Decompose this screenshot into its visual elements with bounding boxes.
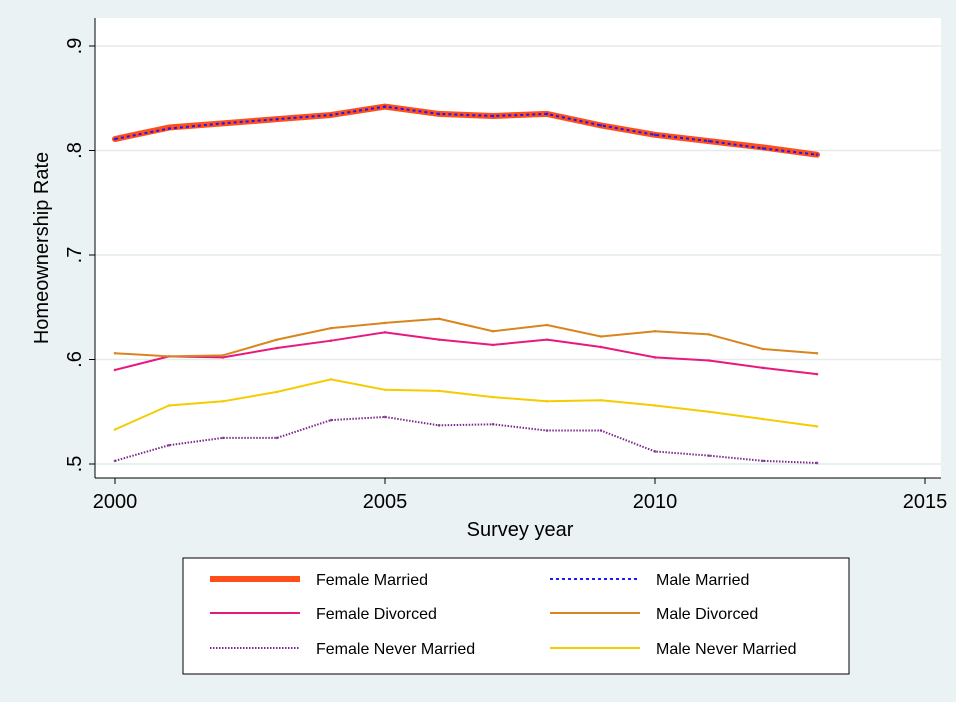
data-point [707,454,711,457]
data-point [383,105,387,108]
tick-labels: .5 .6 .7 .8 .9 2000 2005 2010 2015 [64,38,947,513]
legend-label: Female Married [316,572,428,589]
data-point [221,354,225,357]
data-point [275,117,279,121]
data-point [653,329,657,333]
data-point [599,398,603,402]
y-tick-label: .5 [64,456,86,473]
data-point [383,415,387,419]
data-point [113,351,117,355]
data-point [329,339,333,342]
axes [89,18,941,484]
data-point [491,395,495,399]
data-point [653,133,657,137]
y-tick-label: .9 [64,38,86,55]
series-line-5 [114,378,818,431]
data-point [491,329,495,333]
series-line-1 [114,105,818,156]
legend-label: Male Never Married [656,641,796,658]
plot-area [95,18,941,478]
data-point [815,351,819,355]
data-point [491,422,495,426]
data-point [167,443,171,447]
data-point [275,346,279,350]
data-point [815,153,819,156]
data-point [275,436,279,440]
data-point [221,122,225,125]
legend-label: Male Divorced [656,606,758,623]
data-point [437,389,441,393]
series-line-3 [114,317,818,358]
data-point [599,429,603,432]
data-point [707,333,711,336]
gridlines [95,45,941,465]
data-point [599,335,603,338]
x-tick-label: 2000 [93,491,138,513]
data-point [545,112,549,116]
data-point [437,424,441,427]
data-point [707,139,711,143]
legend-label: Female Never Married [316,641,475,658]
y-tick-label: .6 [64,351,86,368]
data-point [221,436,225,440]
data-point [707,410,711,414]
data-point [167,404,171,407]
data-point [815,461,819,465]
data-point [275,390,279,394]
data-point [167,355,171,358]
data-point [221,356,225,359]
data-point [329,418,333,422]
data-point [599,345,603,349]
x-tick-label: 2005 [363,491,408,513]
data-point [437,317,441,321]
data-point [113,428,117,431]
data-point [653,450,657,453]
data-point [491,114,495,118]
legend: Female Married Male Married Female Divorce… [210,572,796,658]
data-point [329,378,333,381]
series-line-4 [114,415,818,464]
data-point [329,113,333,117]
data-point [761,366,765,370]
y-axis-title: Homeownership Rate [31,152,53,344]
series-line-2 [114,331,818,376]
x-tick-label: 2010 [633,491,678,513]
data-point [545,323,549,327]
data-point [653,356,657,359]
data-point [545,338,549,341]
data-point [167,127,171,130]
data-point [761,417,765,421]
x-tick-label: 2015 [903,491,948,513]
data-point [815,425,819,428]
data-point [761,147,765,150]
data-point [761,347,765,351]
legend-label: Female Divorced [316,606,437,623]
y-tick-label: .8 [64,142,86,159]
data-point [707,359,711,362]
legend-label: Male Married [656,572,749,589]
data-point [383,331,387,334]
data-point [383,388,387,392]
data-point [491,343,495,347]
y-tick-label: .7 [64,247,86,264]
data-point [329,326,333,330]
data-point [653,404,657,407]
data-point [113,368,117,372]
data-point [599,124,603,127]
data-point [437,112,441,116]
series-lines [112,103,820,465]
data-point [545,429,549,432]
data-point [383,321,387,325]
x-axis-title: Survey year [467,519,574,541]
data-point [221,400,225,403]
data-point [545,400,549,403]
data-point [113,459,117,463]
data-point [761,459,765,463]
data-point [275,338,279,341]
data-point [437,338,441,341]
data-point [113,137,117,141]
data-point [815,372,819,376]
